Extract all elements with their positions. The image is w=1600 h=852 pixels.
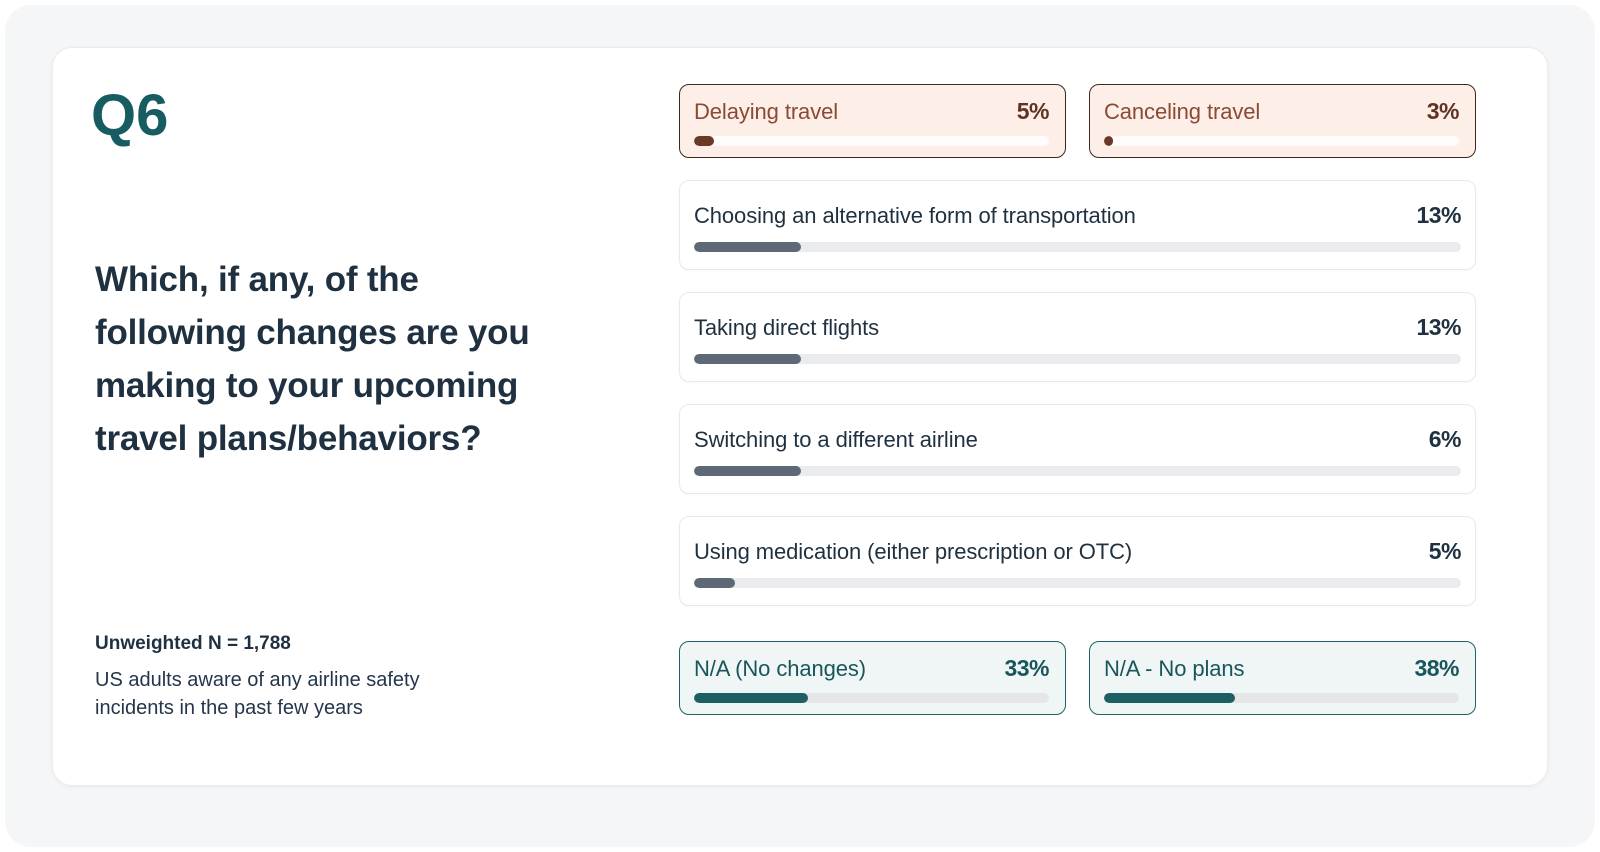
result-label: N/A - No plans — [1104, 656, 1245, 681]
bottom-results-row: N/A (No changes) 33% N/A - No plans 38% — [679, 641, 1476, 715]
bar-track — [1104, 136, 1459, 146]
result-card-different-airline: Switching to a different airline 6% — [679, 404, 1476, 494]
question-line: travel plans/behaviors? — [95, 419, 482, 458]
unweighted-n-label: Unweighted N = 1,788 — [95, 633, 291, 654]
bar-fill — [694, 242, 802, 252]
question-text: Which, if any, of the following changes … — [95, 253, 655, 465]
result-head: Taking direct flights 13% — [694, 314, 1461, 341]
result-label: Canceling travel — [1104, 99, 1261, 124]
result-value: 33% — [1004, 655, 1049, 681]
population-line: US adults aware of any airline safety — [95, 669, 420, 691]
result-card-alternative-transportation: Choosing an alternative form of transpor… — [679, 180, 1476, 270]
bar-track — [694, 136, 1049, 146]
result-label: Delaying travel — [694, 99, 839, 124]
result-card-delaying-travel: Delaying travel 5% — [679, 84, 1066, 158]
bar-track — [694, 693, 1049, 703]
bar-fill — [694, 354, 802, 364]
population-description: US adults aware of any airline safety in… — [95, 666, 525, 722]
result-value: 5% — [1016, 98, 1050, 124]
bar-track — [694, 354, 1461, 364]
result-label: Choosing an alternative form of transpor… — [694, 203, 1136, 228]
result-value: 13% — [1416, 202, 1461, 228]
bar-fill — [694, 136, 714, 146]
result-value: 6% — [1428, 426, 1462, 452]
result-head: Using medication (either prescription or… — [694, 538, 1462, 565]
result-value: 13% — [1416, 314, 1461, 340]
bar-track — [694, 578, 1461, 588]
question-line: making to your upcoming — [95, 366, 519, 405]
result-head: Canceling travel 3% — [1104, 98, 1460, 125]
bar-track — [1104, 693, 1459, 703]
bar-fill — [694, 693, 808, 703]
bar-fill — [694, 578, 736, 588]
result-label: Switching to a different airline — [694, 427, 978, 452]
result-card-na-no-plans: N/A - No plans 38% — [1089, 641, 1476, 715]
result-value: 38% — [1414, 655, 1459, 681]
bar-track — [694, 466, 1461, 476]
survey-results-card: Q6 Which, if any, of the following chang… — [52, 47, 1548, 786]
result-head: Delaying travel 5% — [694, 98, 1050, 125]
result-card-na-no-changes: N/A (No changes) 33% — [679, 641, 1066, 715]
result-card-direct-flights: Taking direct flights 13% — [679, 292, 1476, 382]
bar-fill — [1104, 136, 1114, 146]
question-line: Which, if any, of the — [95, 260, 419, 299]
bar-track — [694, 242, 1461, 252]
result-label: Using medication (either prescription or… — [694, 539, 1133, 564]
result-value: 3% — [1426, 98, 1460, 124]
result-card-using-medication: Using medication (either prescription or… — [679, 516, 1476, 606]
result-label: N/A (No changes) — [694, 656, 867, 681]
result-label: Taking direct flights — [694, 315, 879, 340]
question-line: following changes are you — [95, 313, 530, 352]
bar-fill — [1104, 693, 1236, 703]
result-head: N/A (No changes) 33% — [694, 655, 1049, 682]
question-id: Q6 — [91, 83, 169, 148]
results-panel: Delaying travel 5% Canceling travel 3% — [679, 84, 1476, 715]
result-card-canceling-travel: Canceling travel 3% — [1089, 84, 1476, 158]
result-head: N/A - No plans 38% — [1104, 655, 1459, 682]
population-line: incidents in the past few years — [95, 697, 363, 719]
result-head: Switching to a different airline 6% — [694, 426, 1462, 453]
result-head: Choosing an alternative form of transpor… — [694, 202, 1461, 229]
bar-fill — [694, 466, 802, 476]
result-value: 5% — [1428, 538, 1462, 564]
top-results-row: Delaying travel 5% Canceling travel 3% — [679, 84, 1476, 158]
